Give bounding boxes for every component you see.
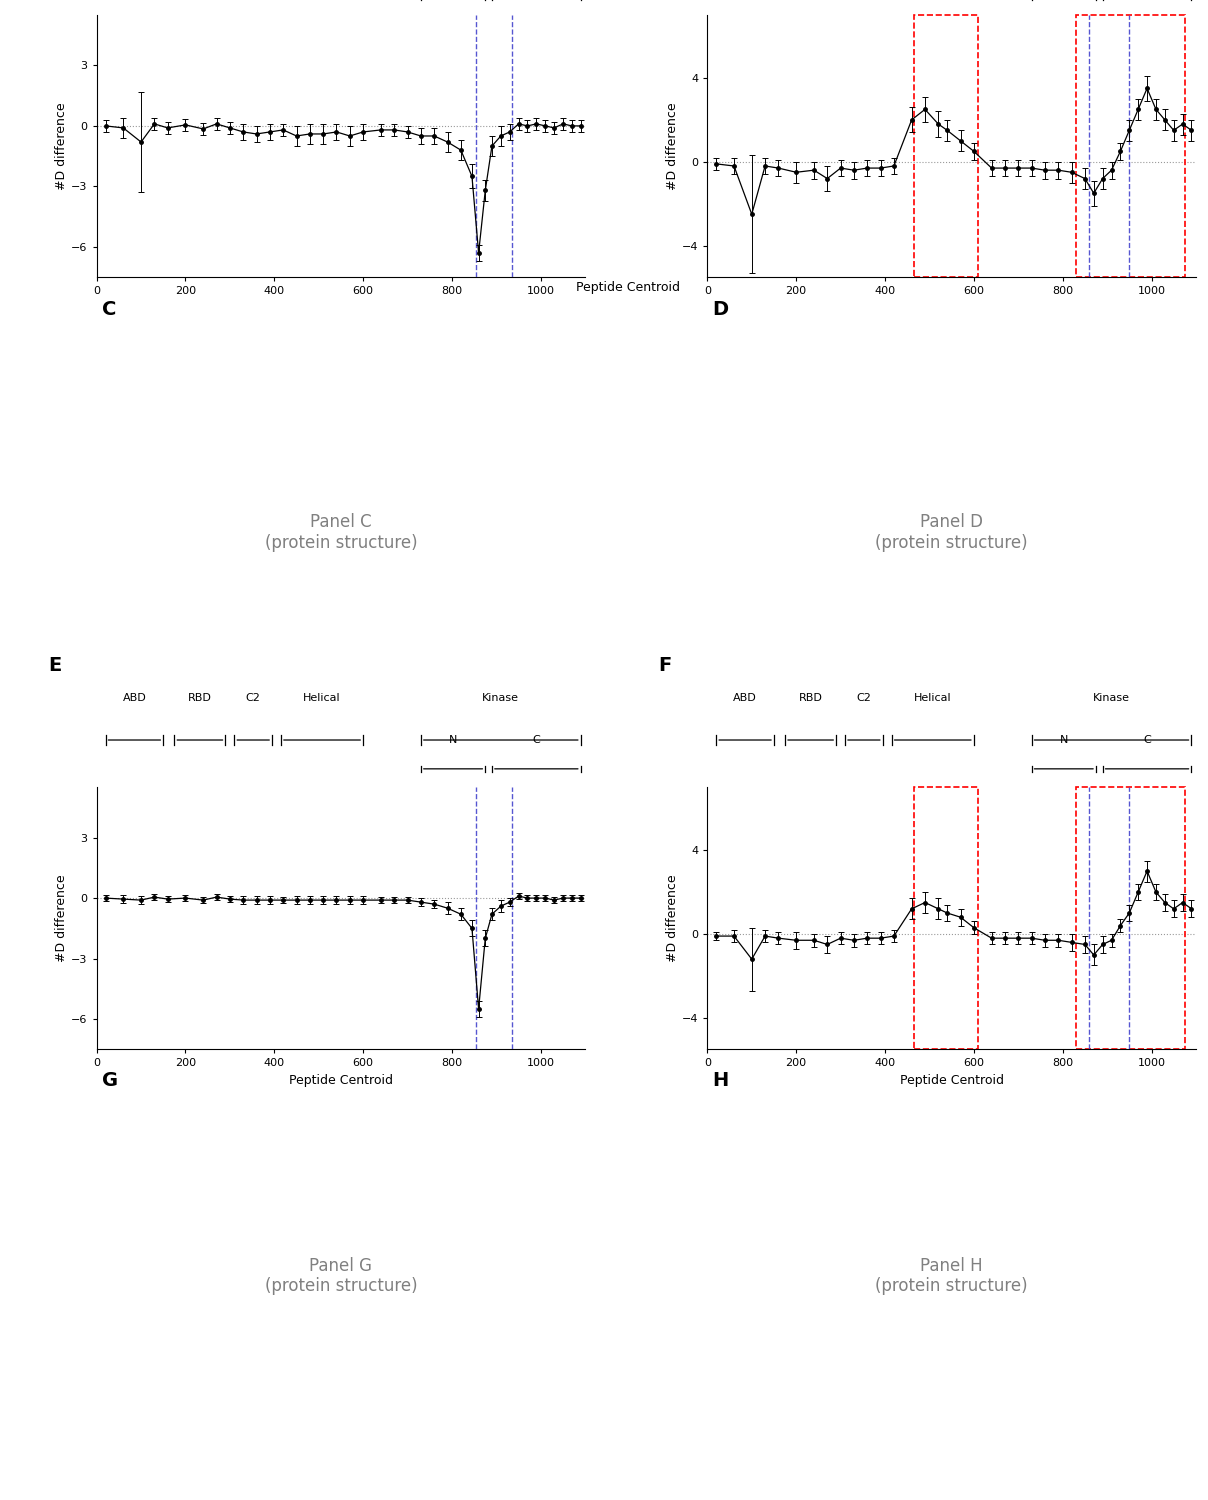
Text: H: H	[713, 1071, 728, 1090]
Text: RBD: RBD	[188, 693, 211, 703]
Bar	[914, 788, 978, 1050]
Bar	[914, 15, 978, 278]
Text: Panel H
(protein structure): Panel H (protein structure)	[876, 1257, 1028, 1296]
Y-axis label: #D difference: #D difference	[666, 102, 679, 190]
Text: C: C	[1143, 735, 1151, 746]
Text: E: E	[48, 656, 62, 675]
Y-axis label: #D difference: #D difference	[56, 874, 69, 962]
Text: ABD: ABD	[733, 693, 757, 703]
Text: Kinase: Kinase	[1093, 693, 1129, 703]
Text: G: G	[101, 1071, 117, 1090]
Text: C2: C2	[856, 693, 871, 703]
Bar	[1076, 15, 1185, 278]
Text: Helical: Helical	[303, 693, 341, 703]
Text: Panel C
(protein structure): Panel C (protein structure)	[265, 513, 417, 552]
Text: C: C	[533, 735, 540, 746]
X-axis label: Peptide Centroid: Peptide Centroid	[289, 1074, 393, 1088]
Text: D: D	[713, 300, 728, 318]
Text: F: F	[658, 656, 672, 675]
Text: N: N	[449, 735, 458, 746]
Text: ABD: ABD	[122, 693, 146, 703]
Text: Panel G
(protein structure): Panel G (protein structure)	[265, 1257, 417, 1296]
Bar	[1076, 788, 1185, 1050]
Text: N: N	[1059, 735, 1068, 746]
Text: Peptide Centroid: Peptide Centroid	[576, 280, 680, 294]
Text: C2: C2	[245, 693, 261, 703]
Y-axis label: #D difference: #D difference	[666, 874, 679, 962]
X-axis label: Peptide Centroid: Peptide Centroid	[900, 1074, 1004, 1088]
Text: RBD: RBD	[798, 693, 823, 703]
Text: Panel D
(protein structure): Panel D (protein structure)	[876, 513, 1028, 552]
Text: Helical: Helical	[914, 693, 952, 703]
Text: C: C	[101, 300, 116, 318]
Y-axis label: #D difference: #D difference	[56, 102, 69, 190]
Text: Kinase: Kinase	[482, 693, 519, 703]
